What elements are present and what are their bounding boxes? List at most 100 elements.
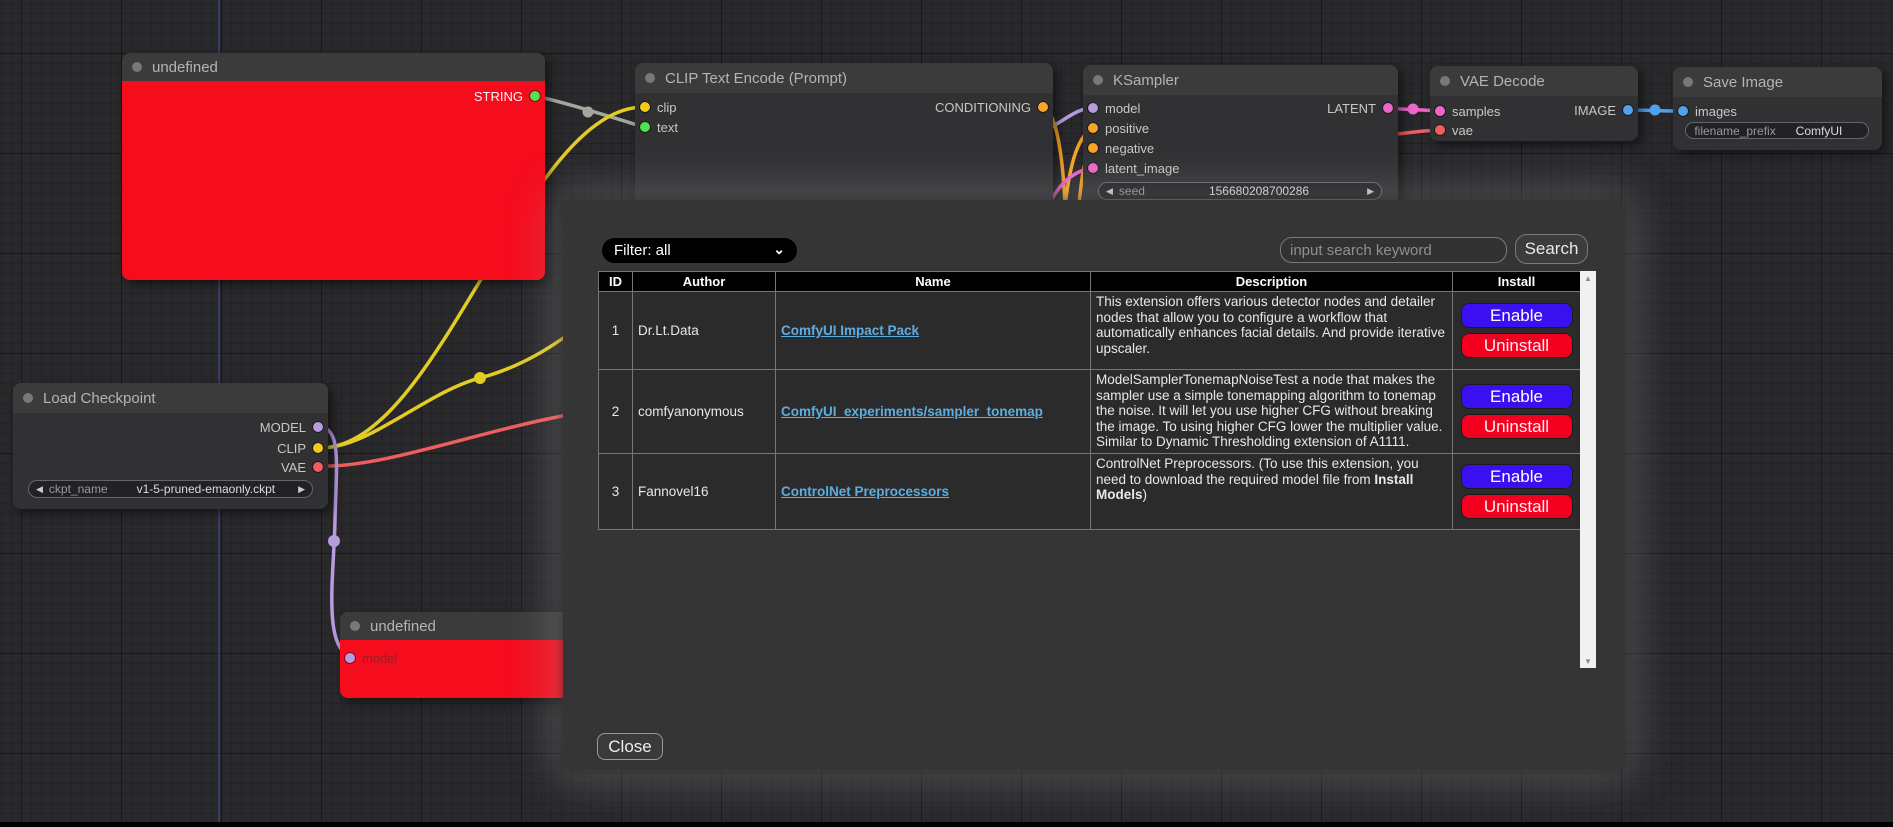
output-image: IMAGE	[1574, 100, 1638, 120]
output-model: MODEL	[260, 417, 328, 437]
node-body: model	[340, 640, 575, 698]
input-vae: vae	[1430, 120, 1473, 140]
input-samples: samples	[1430, 101, 1500, 121]
ckpt-name-widget[interactable]: ◀ ckpt_name v1-5-pruned-emaonly.ckpt ▶	[28, 480, 313, 498]
seed-widget[interactable]: ◀ seed 156680208700286 ▶	[1098, 182, 1382, 200]
node-title: VAE Decode	[1460, 72, 1545, 90]
negative-port-icon[interactable]	[1088, 143, 1098, 153]
cell-author: comfyanonymous	[632, 369, 776, 454]
collapse-dot-icon[interactable]	[1440, 76, 1450, 86]
header-id: ID	[598, 271, 633, 292]
text-port-icon[interactable]	[640, 122, 650, 132]
table-row: 1 Dr.Lt.Data ComfyUI Impact Pack This ex…	[598, 291, 1581, 370]
filter-selected-value: Filter: all	[614, 242, 671, 259]
vae-port-icon[interactable]	[1435, 125, 1445, 135]
output-vae: VAE	[281, 457, 328, 477]
clip-port-icon[interactable]	[640, 102, 650, 112]
reroute-dot-purple[interactable]	[328, 535, 340, 547]
collapse-dot-icon[interactable]	[1093, 75, 1103, 85]
extension-table: ID Author Name Description Install 1 Dr.…	[598, 271, 1581, 530]
node-title-bar[interactable]: VAE Decode	[1430, 66, 1638, 96]
input-text: text	[635, 117, 678, 137]
increment-arrow-icon[interactable]: ▶	[298, 483, 305, 494]
collapse-dot-icon[interactable]	[132, 62, 142, 72]
extension-link[interactable]: ComfyUI_experiments/sampler_tonemap	[781, 404, 1043, 419]
cell-id: 2	[598, 369, 633, 454]
input-positive: positive	[1083, 118, 1149, 138]
cell-install: Enable Uninstall	[1452, 453, 1581, 530]
reroute-dot-yellow[interactable]	[474, 372, 486, 384]
collapse-dot-icon[interactable]	[350, 621, 360, 631]
input-model: model	[340, 648, 397, 668]
enable-button[interactable]: Enable	[1460, 384, 1573, 409]
model-port-icon[interactable]	[345, 653, 355, 663]
filename-prefix-widget[interactable]: filename_prefix ComfyUI	[1685, 122, 1869, 139]
model-out-port-icon[interactable]	[313, 422, 323, 432]
conditioning-port-icon[interactable]	[1038, 102, 1048, 112]
input-latent-image: latent_image	[1083, 158, 1179, 178]
reroute-dot-pink[interactable]	[1407, 103, 1419, 115]
decrement-arrow-icon[interactable]: ◀	[1106, 185, 1113, 196]
header-install: Install	[1452, 271, 1581, 292]
table-scrollbar[interactable]: ▲ ▼	[1580, 271, 1596, 668]
node-ksampler[interactable]: KSampler model positive negative latent_…	[1083, 65, 1398, 210]
node-undefined-bottom[interactable]: undefined model	[340, 612, 575, 698]
table-row: 3 Fannovel16 ControlNet Preprocessors Co…	[598, 453, 1581, 530]
node-vae-decode[interactable]: VAE Decode samples vae IMAGE	[1430, 66, 1638, 141]
decrement-arrow-icon[interactable]: ◀	[36, 483, 43, 494]
vae-out-port-icon[interactable]	[313, 462, 323, 472]
table-row: 2 comfyanonymous ComfyUI_experiments/sam…	[598, 369, 1581, 454]
node-title-bar[interactable]: KSampler	[1083, 65, 1398, 95]
reroute-dot-gray[interactable]	[582, 106, 594, 118]
node-title-bar[interactable]: undefined	[340, 612, 575, 640]
node-title-bar[interactable]: CLIP Text Encode (Prompt)	[635, 63, 1053, 93]
clip-out-port-icon[interactable]	[313, 443, 323, 453]
chevron-down-icon: ⌄	[773, 240, 785, 257]
extension-link[interactable]: ComfyUI Impact Pack	[781, 323, 920, 338]
search-input[interactable]	[1280, 237, 1507, 263]
header-description: Description	[1090, 271, 1453, 292]
scroll-up-icon[interactable]: ▲	[1584, 274, 1592, 283]
enable-button[interactable]: Enable	[1460, 303, 1573, 328]
search-button[interactable]: Search	[1515, 234, 1588, 264]
collapse-dot-icon[interactable]	[23, 393, 33, 403]
node-title-bar[interactable]: Load Checkpoint	[13, 383, 328, 413]
output-string: STRING	[474, 86, 545, 106]
uninstall-button[interactable]: Uninstall	[1460, 333, 1573, 358]
input-model: model	[1083, 98, 1140, 118]
close-button[interactable]: Close	[597, 733, 663, 760]
samples-port-icon[interactable]	[1435, 106, 1445, 116]
reroute-dot-blue[interactable]	[1649, 104, 1661, 116]
extension-link[interactable]: ControlNet Preprocessors	[781, 484, 950, 499]
node-title-bar[interactable]: Save Image	[1673, 67, 1882, 97]
cell-description: This extension offers various detector n…	[1090, 291, 1453, 370]
node-title-bar[interactable]: undefined	[122, 53, 545, 81]
latent-out-port-icon[interactable]	[1383, 103, 1393, 113]
node-load-checkpoint[interactable]: Load Checkpoint MODEL CLIP VAE ◀ ckpt_na…	[13, 383, 328, 509]
string-port-icon[interactable]	[530, 91, 540, 101]
image-port-icon[interactable]	[1623, 105, 1633, 115]
node-body: STRING	[122, 81, 545, 280]
uninstall-button[interactable]: Uninstall	[1460, 414, 1573, 439]
node-save-image[interactable]: Save Image images filename_prefix ComfyU…	[1673, 67, 1882, 150]
cell-author: Fannovel16	[632, 453, 776, 530]
positive-port-icon[interactable]	[1088, 123, 1098, 133]
cell-id: 1	[598, 291, 633, 370]
increment-arrow-icon[interactable]: ▶	[1367, 185, 1374, 196]
uninstall-button[interactable]: Uninstall	[1460, 494, 1573, 519]
collapse-dot-icon[interactable]	[645, 73, 655, 83]
collapse-dot-icon[interactable]	[1683, 77, 1693, 87]
filter-select[interactable]: Filter: all ⌄	[602, 238, 797, 263]
cell-install: Enable Uninstall	[1452, 369, 1581, 454]
output-clip: CLIP	[277, 438, 328, 458]
enable-button[interactable]: Enable	[1460, 464, 1573, 489]
scroll-down-icon[interactable]: ▼	[1584, 657, 1592, 666]
cell-name: ComfyUI Impact Pack	[775, 291, 1091, 370]
model-port-icon[interactable]	[1088, 103, 1098, 113]
images-port-icon[interactable]	[1678, 106, 1688, 116]
latent-port-icon[interactable]	[1088, 163, 1098, 173]
node-undefined-top[interactable]: undefined STRING	[122, 53, 545, 280]
input-images: images	[1673, 101, 1737, 121]
node-clip-text-encode[interactable]: CLIP Text Encode (Prompt) clip text COND…	[635, 63, 1053, 213]
